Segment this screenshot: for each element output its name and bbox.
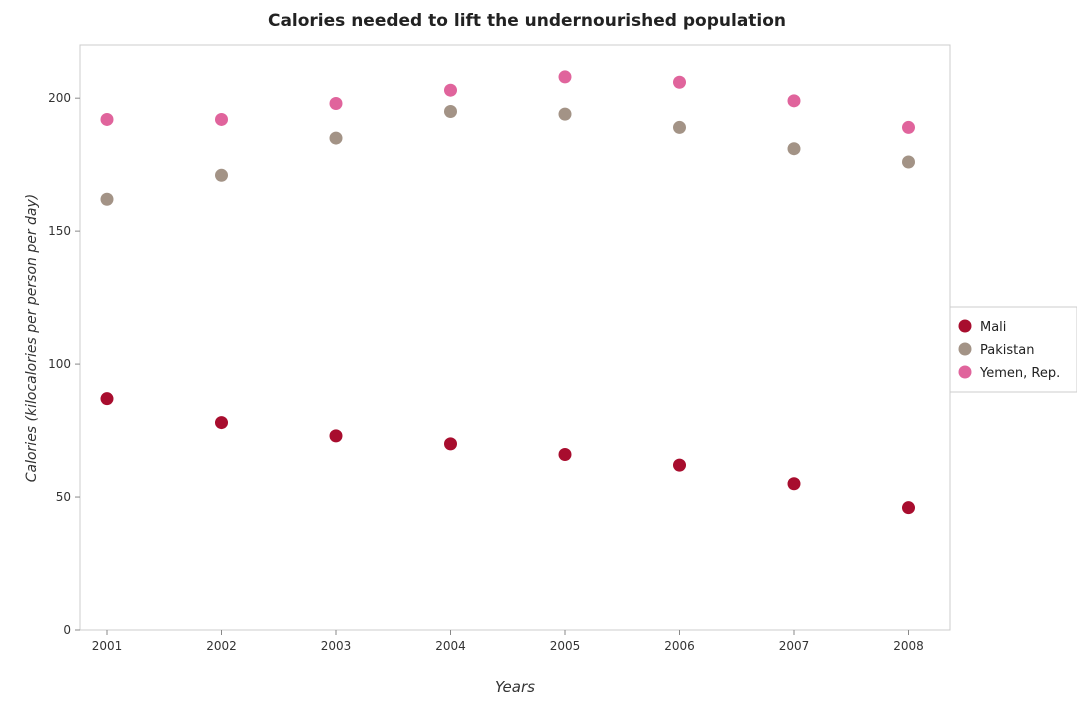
data-point xyxy=(787,142,801,156)
data-point xyxy=(902,155,915,169)
series-points xyxy=(100,70,915,515)
legend-label-pakistan: Pakistan xyxy=(980,343,1034,358)
x-tick-label: 2008 xyxy=(893,639,924,653)
x-tick-label: 2001 xyxy=(92,639,123,653)
series-yemen-rep xyxy=(100,70,915,134)
legend-label-mali: Mali xyxy=(980,320,1006,335)
legend: Mali Pakistan Yemen, Rep. xyxy=(949,306,1077,393)
data-point xyxy=(100,112,114,126)
data-point xyxy=(558,70,572,84)
series-mali xyxy=(100,392,915,515)
legend-item-mali: Mali xyxy=(958,319,1006,335)
y-tick-label: 0 xyxy=(63,623,71,637)
data-point xyxy=(673,458,686,472)
legend-marker-mali xyxy=(958,319,972,333)
y-axis: 0 50 100 150 200 xyxy=(48,91,80,637)
x-tick-label: 2005 xyxy=(550,639,581,653)
y-tick-label: 150 xyxy=(48,224,71,238)
x-tick-label: 2007 xyxy=(779,639,810,653)
data-point xyxy=(215,168,228,182)
data-point xyxy=(444,104,457,118)
data-point xyxy=(444,83,457,97)
data-point xyxy=(787,477,801,491)
data-point xyxy=(329,97,343,110)
y-tick-label: 50 xyxy=(56,490,71,504)
y-tick-label: 100 xyxy=(48,357,71,371)
data-point xyxy=(902,501,915,515)
data-point xyxy=(558,448,572,461)
plot-area xyxy=(79,44,951,631)
data-point xyxy=(444,437,457,451)
legend-marker-yemen xyxy=(958,365,972,379)
data-point xyxy=(329,131,343,145)
y-tick-label: 200 xyxy=(48,91,71,105)
data-point xyxy=(100,192,114,206)
legend-marker-pakistan xyxy=(958,342,972,356)
data-point xyxy=(673,75,686,89)
x-tick-label: 2003 xyxy=(321,639,352,653)
legend-label-yemen: Yemen, Rep. xyxy=(979,366,1060,381)
data-point xyxy=(215,416,228,430)
x-tick-label: 2002 xyxy=(206,639,237,653)
x-axis-label: Years xyxy=(495,678,535,696)
data-point xyxy=(329,429,343,443)
data-point xyxy=(558,107,572,121)
chart-title: Calories needed to lift the undernourish… xyxy=(268,11,786,31)
data-point xyxy=(100,392,114,406)
data-point xyxy=(673,120,686,134)
series-pakistan xyxy=(100,104,915,206)
legend-item-yemen: Yemen, Rep. xyxy=(958,365,1060,381)
x-axis: 2001 2002 2003 2004 2005 2006 2007 2008 xyxy=(92,630,924,653)
data-point xyxy=(787,94,801,108)
y-axis-label: Calories (kilocalories per person per da… xyxy=(24,194,40,483)
x-tick-label: 2004 xyxy=(435,639,466,653)
data-point xyxy=(902,120,915,134)
data-point xyxy=(215,112,228,126)
legend-item-pakistan: Pakistan xyxy=(958,342,1034,358)
x-tick-label: 2006 xyxy=(664,639,695,653)
